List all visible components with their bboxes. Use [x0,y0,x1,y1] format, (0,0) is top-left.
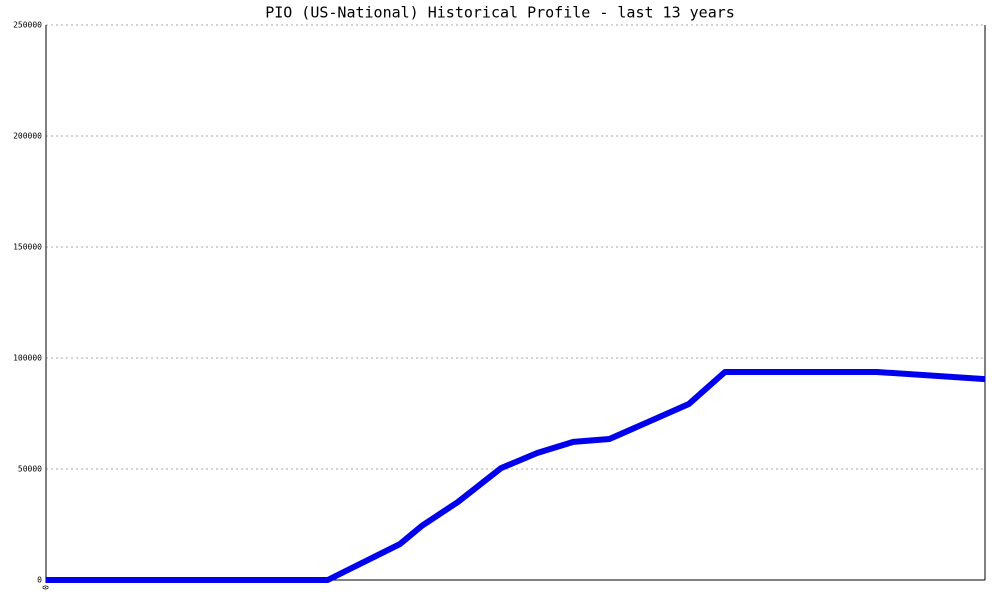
y-tick-label: 50000 [18,465,42,474]
data-line [46,368,986,583]
y-tick-label: 200000 [13,132,42,141]
y-tick-label: 250000 [13,21,42,30]
chart-title: PIO (US-National) Historical Profile - l… [265,4,735,22]
y-tick-label: 0 [37,576,42,585]
x-tick-label: 0 [42,585,51,590]
y-tick-label: 150000 [13,243,42,252]
y-tick-label: 100000 [13,354,42,363]
